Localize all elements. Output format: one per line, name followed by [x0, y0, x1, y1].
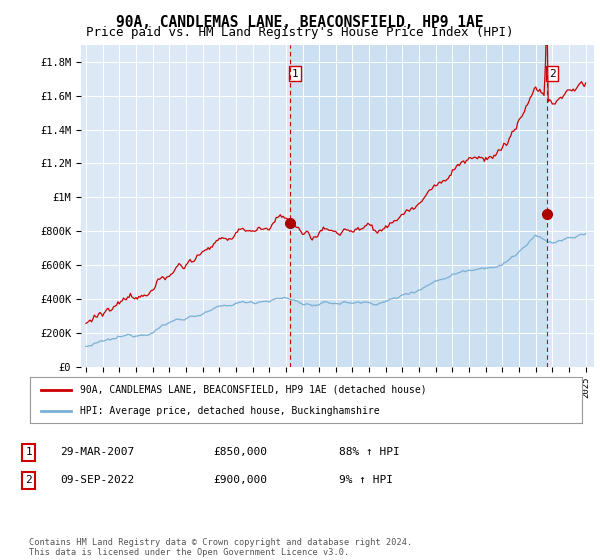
Text: Price paid vs. HM Land Registry's House Price Index (HPI): Price paid vs. HM Land Registry's House … [86, 26, 514, 39]
Text: 88% ↑ HPI: 88% ↑ HPI [339, 447, 400, 458]
Text: 90A, CANDLEMAS LANE, BEACONSFIELD, HP9 1AE (detached house): 90A, CANDLEMAS LANE, BEACONSFIELD, HP9 1… [80, 385, 427, 395]
Text: HPI: Average price, detached house, Buckinghamshire: HPI: Average price, detached house, Buck… [80, 407, 379, 416]
Text: £850,000: £850,000 [213, 447, 267, 458]
Text: 09-SEP-2022: 09-SEP-2022 [60, 475, 134, 486]
Bar [290, 45, 547, 367]
Text: 9% ↑ HPI: 9% ↑ HPI [339, 475, 393, 486]
Text: 1: 1 [292, 69, 298, 78]
Text: 90A, CANDLEMAS LANE, BEACONSFIELD, HP9 1AE: 90A, CANDLEMAS LANE, BEACONSFIELD, HP9 1… [116, 15, 484, 30]
Text: 2: 2 [549, 69, 556, 78]
Text: 2: 2 [25, 475, 32, 486]
Text: £900,000: £900,000 [213, 475, 267, 486]
Text: 29-MAR-2007: 29-MAR-2007 [60, 447, 134, 458]
Text: Contains HM Land Registry data © Crown copyright and database right 2024.
This d: Contains HM Land Registry data © Crown c… [29, 538, 412, 557]
Text: 1: 1 [25, 447, 32, 458]
